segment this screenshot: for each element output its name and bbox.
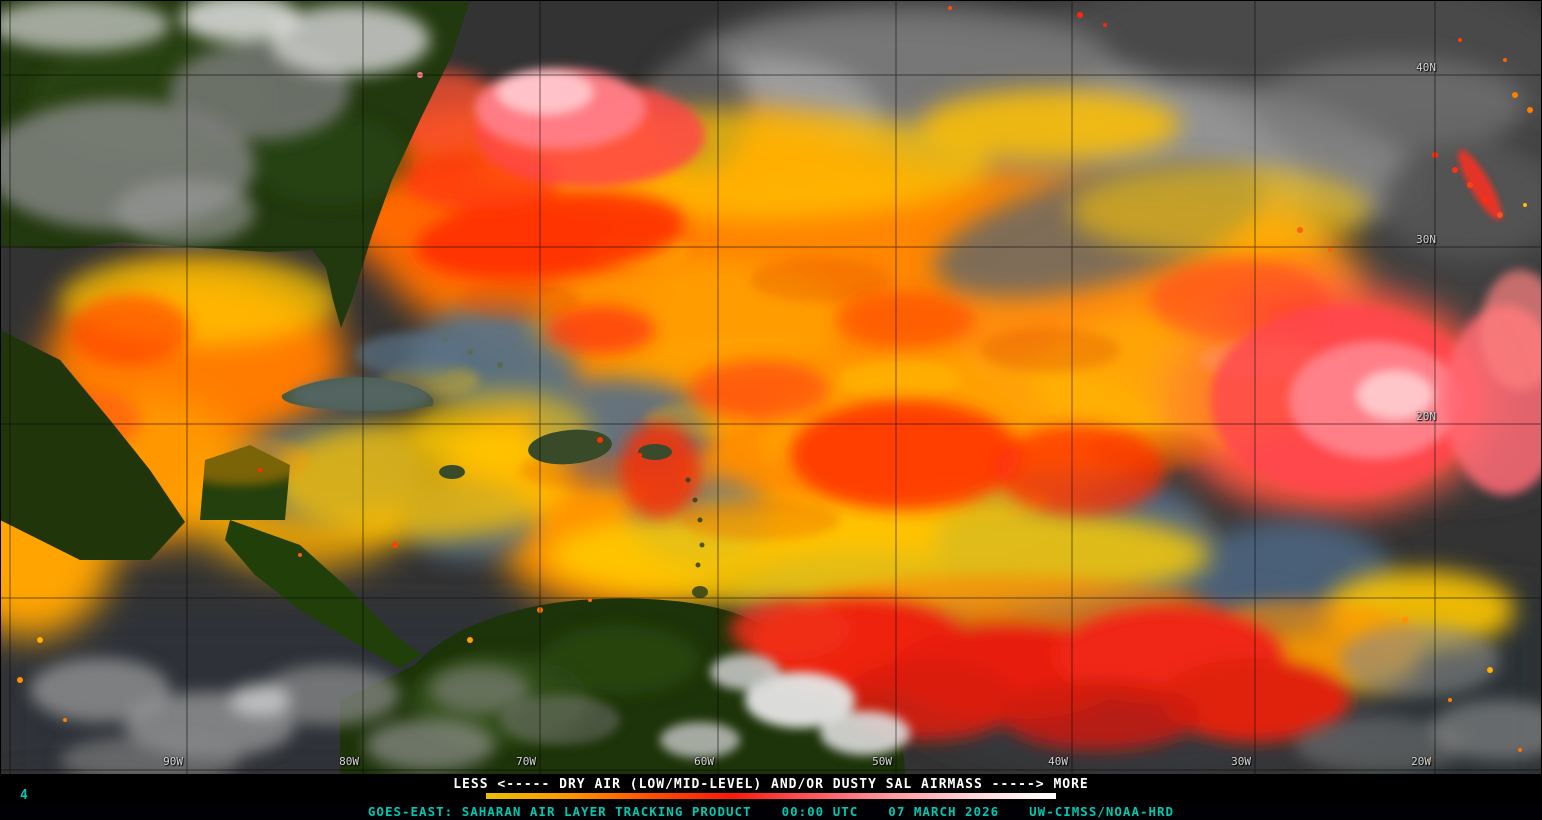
lat-label-40n: 40N	[1416, 61, 1436, 74]
graticule-grid	[0, 0, 1542, 775]
frame-number: 4	[20, 788, 28, 803]
lon-label-20w: 20W	[1411, 755, 1431, 768]
lon-label-40w: 40W	[1048, 755, 1068, 768]
lat-label-20n: 20N	[1416, 410, 1436, 423]
lat-label-30n: 30N	[1416, 233, 1436, 246]
status-bar: GOES-EAST: SAHARAN AIR LAYER TRACKING PR…	[0, 803, 1542, 820]
timestamp-utc: 00:00 UTC	[781, 804, 859, 819]
legend-strip: LESS <----- DRY AIR (LOW/MID-LEVEL) AND/…	[0, 775, 1542, 803]
lon-label-60w: 60W	[694, 755, 714, 768]
satellite-map: 40N 30N 20N 90W 80W 70W 60W 50W 40W 30W …	[0, 0, 1542, 775]
lon-label-50w: 50W	[872, 755, 892, 768]
lon-label-90w: 90W	[163, 755, 183, 768]
credit-label: UW-CIMSS/NOAA-HRD	[1029, 804, 1175, 819]
product-title: GOES-EAST: SAHARAN AIR LAYER TRACKING PR…	[367, 804, 752, 819]
lon-label-30w: 30W	[1231, 755, 1251, 768]
legend-label: LESS <----- DRY AIR (LOW/MID-LEVEL) AND/…	[453, 777, 1089, 792]
legend-colorbar	[486, 793, 1056, 799]
lon-label-80w: 80W	[339, 755, 359, 768]
date-label: 07 MARCH 2026	[888, 804, 1000, 819]
lon-label-70w: 70W	[516, 755, 536, 768]
satellite-imagery	[0, 0, 1542, 775]
